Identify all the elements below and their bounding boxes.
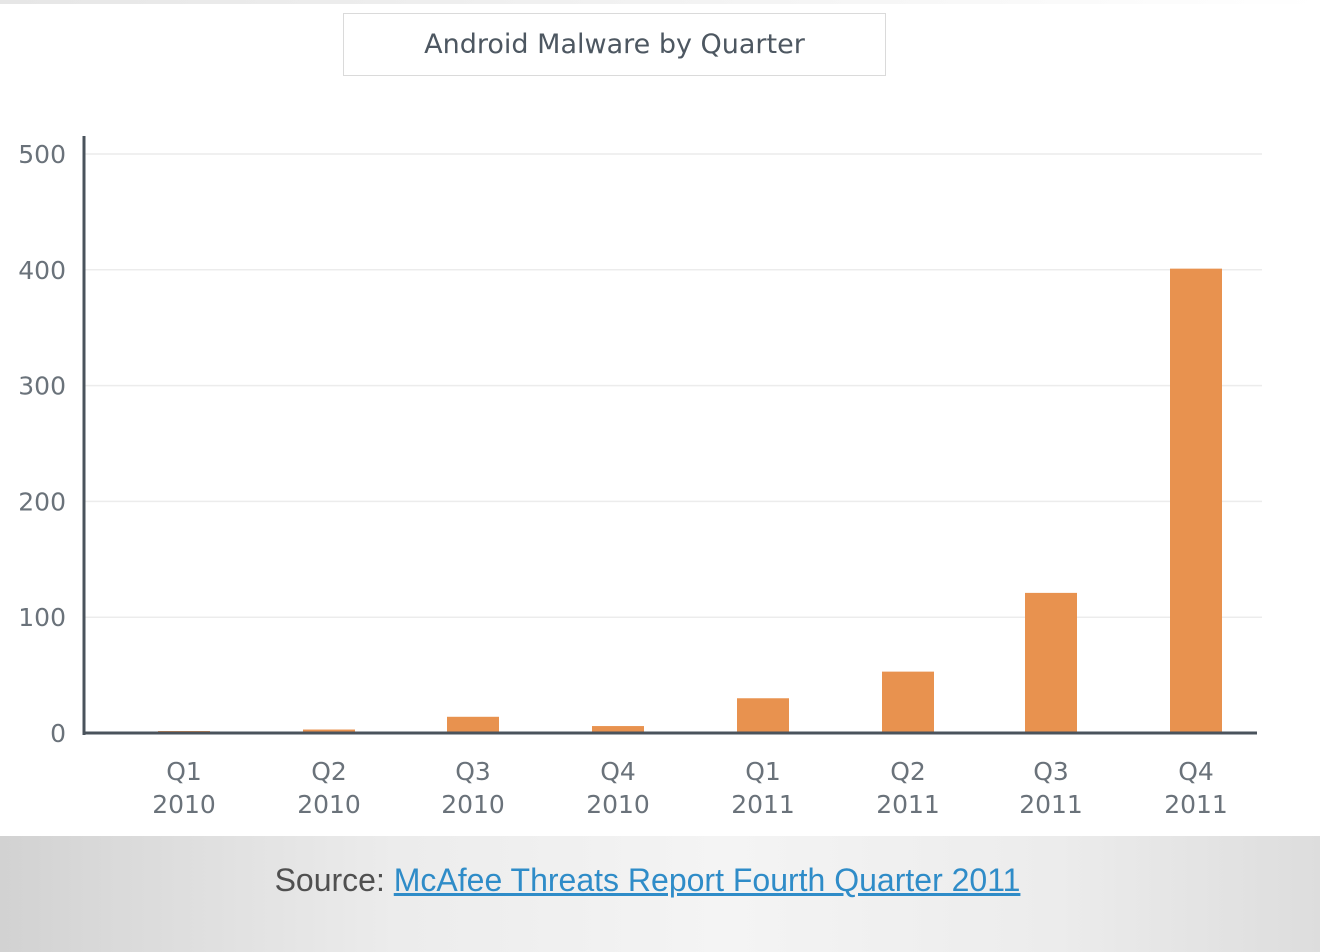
y-tick-label: 400 (18, 256, 66, 285)
x-tick-label: 2010 (586, 790, 650, 819)
top-divider (0, 0, 1320, 4)
x-tick-label: Q1 (166, 757, 202, 786)
bar (447, 716, 499, 733)
source-link[interactable]: McAfee Threats Report Fourth Quarter 201… (393, 862, 1021, 898)
x-tick-label: 2011 (1164, 790, 1228, 819)
x-tick-label: Q3 (455, 757, 491, 786)
y-tick-label: 100 (18, 603, 66, 632)
y-tick-label: 0 (50, 719, 66, 748)
x-tick-label: 2011 (876, 790, 940, 819)
y-tick-label: 300 (18, 372, 66, 401)
bar (1170, 268, 1222, 733)
y-tick-label: 200 (18, 487, 66, 516)
bar (592, 726, 644, 733)
bar-chart: 0 100 200 300 400 500 Q1 2010 Q2 2010 Q3 2010 Q4 2010… (18, 136, 1262, 819)
x-tick-label: Q4 (1178, 757, 1214, 786)
x-tick-label: 2010 (441, 790, 505, 819)
x-tick-label: Q1 (745, 757, 781, 786)
source-prefix: Source: (274, 862, 394, 898)
x-tick-label: 2010 (297, 790, 361, 819)
x-tick-label: 2011 (1019, 790, 1083, 819)
bar (303, 729, 355, 733)
x-tick-label: Q3 (1033, 757, 1069, 786)
x-tick-label: Q2 (890, 757, 926, 786)
bar (882, 671, 934, 733)
bar (1025, 592, 1077, 733)
bar (737, 698, 789, 733)
x-tick-label: 2010 (152, 790, 216, 819)
x-tick-label: 2011 (731, 790, 795, 819)
x-tick-label: Q4 (600, 757, 636, 786)
source-band (0, 836, 1320, 952)
chart-title: Android Malware by Quarter (343, 13, 886, 76)
source-caption: Source: McAfee Threats Report Fourth Qua… (250, 860, 1045, 900)
y-tick-label: 500 (18, 140, 66, 169)
x-tick-label: Q2 (311, 757, 347, 786)
